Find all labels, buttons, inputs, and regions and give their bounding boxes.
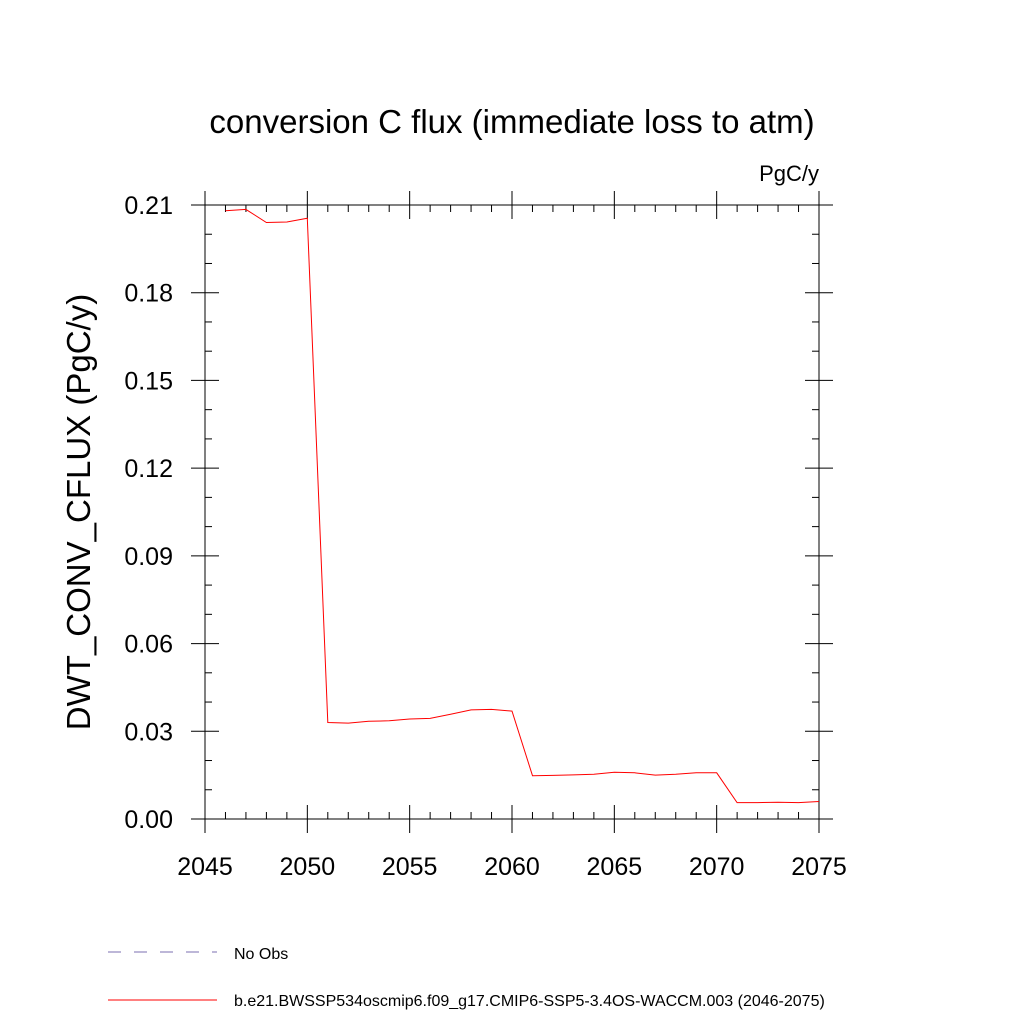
x-tick-label: 2050 [280,853,336,881]
x-tick-label: 2070 [689,853,745,881]
chart-title: conversion C flux (immediate loss to atm… [209,103,814,140]
legend-label-no-obs: No Obs [234,946,288,963]
x-tick-label: 2075 [791,853,847,881]
legend-label-model-run: b.e21.BWSSP534oscmip6.f09_g17.CMIP6-SSP5… [234,993,825,1010]
units-label: PgC/y [759,161,819,186]
x-tick-label: 2060 [484,853,540,881]
y-tick-label: 0.03 [124,718,173,746]
y-tick-label: 0.09 [124,543,173,571]
y-tick-label: 0.21 [124,192,173,220]
y-tick-label: 0.06 [124,631,173,659]
axis-ticks [191,191,833,833]
y-tick-label: 0.18 [124,280,173,308]
y-tick-label: 0.15 [124,367,173,395]
series-layer [225,208,820,804]
x-tick-label: 2065 [587,853,643,881]
x-tick-label: 2055 [382,853,438,881]
plot-frame [204,204,820,820]
y-tick-label: 0.00 [124,806,173,834]
x-tick-label: 2045 [177,853,233,881]
legend: No Obs b.e21.BWSSP534oscmip6.f09_g17.CMI… [108,946,825,1010]
axis-tick-labels: 2045 2050 2055 2060 2065 2070 2075 0.00 0.03 0.06… [124,192,846,881]
series-line-model-run [225,208,820,804]
y-axis-label: DWT_CONV_CFLUX (PgC/y) [60,294,97,730]
y-tick-label: 0.12 [124,455,173,483]
